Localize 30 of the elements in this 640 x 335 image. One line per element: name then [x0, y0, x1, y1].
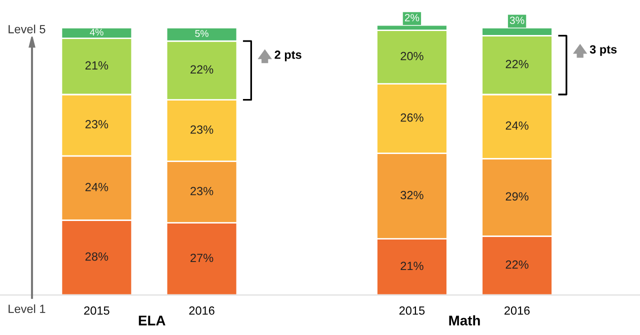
data-label: 5% [195, 30, 208, 37]
text: Level 1 [8, 304, 46, 314]
data-label: 4% [90, 28, 104, 36]
x-tick-label: 2016 [504, 306, 530, 315]
data-label: 21% [85, 61, 108, 70]
annotation: 2 pts [274, 50, 302, 62]
data-label: 24% [85, 182, 108, 192]
data-label: 22% [506, 60, 528, 68]
data-label: 32% [400, 190, 424, 200]
data-label: 27% [190, 254, 214, 262]
x-tick-label: 2015 [84, 306, 110, 315]
annotation: Level 5 [8, 24, 46, 34]
data-label: 23% [85, 120, 108, 128]
data-label: 29% [506, 192, 528, 201]
data-label: 21% [400, 262, 424, 270]
data-label: 22% [190, 65, 214, 74]
data-label: 23% [190, 125, 214, 134]
x-tick-label: 2016 [189, 306, 214, 315]
text: Math [449, 315, 480, 326]
data-label: 28% [85, 252, 108, 261]
data-label: 26% [400, 113, 424, 122]
data-label: 23% [190, 186, 214, 196]
data-label: 3% [510, 16, 524, 24]
data-label: 20% [400, 52, 424, 60]
text: ELA [138, 316, 166, 326]
annotation: 3 pts [590, 45, 617, 56]
data-label: 22% [506, 260, 528, 269]
data-label: 2% [404, 14, 420, 22]
data-label: 24% [506, 121, 528, 130]
x-tick-label: 2015 [399, 306, 425, 315]
